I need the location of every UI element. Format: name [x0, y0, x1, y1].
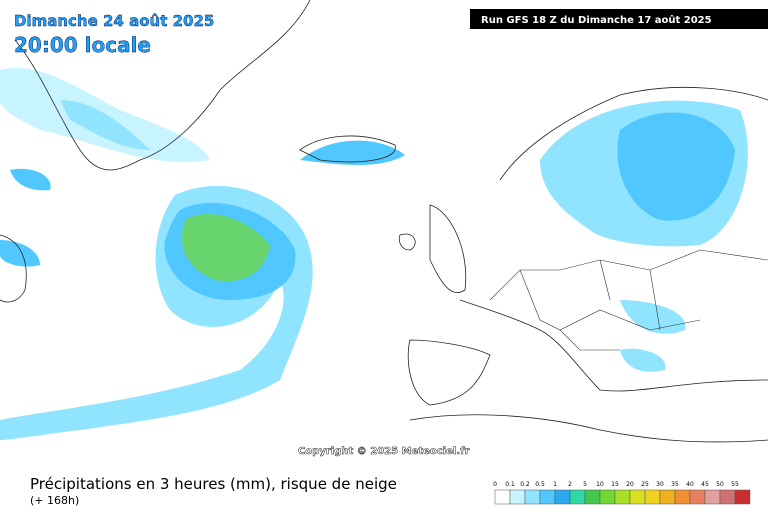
- legend-label: 50: [716, 481, 724, 488]
- legend-swatch: [509, 489, 526, 505]
- legend-swatch: [734, 489, 751, 505]
- legend-label: 15: [611, 481, 619, 488]
- legend-label: 40: [686, 481, 694, 488]
- legend-swatch: [599, 489, 616, 505]
- legend-swatch: [524, 489, 541, 505]
- legend-swatch: [539, 489, 556, 505]
- legend-label: 0.2: [520, 481, 530, 488]
- forecast-time: 20:00 locale: [14, 33, 151, 57]
- legend-label: 1: [553, 481, 557, 488]
- legend: 0 0.1 0.2 0.5 1 2 5 10 15 20 25 30 35 40 45 50 55: [493, 481, 751, 505]
- precipitation: [0, 68, 748, 440]
- legend-swatch: [554, 489, 571, 505]
- legend-swatch: [569, 489, 586, 505]
- legend-label: 10: [596, 481, 604, 488]
- borders: [489, 249, 768, 351]
- legend-swatch: [659, 489, 676, 505]
- legend-label: 0.1: [505, 481, 515, 488]
- legend-swatch: [644, 489, 661, 505]
- legend-swatch: [494, 489, 511, 505]
- legend-swatch: [719, 489, 736, 505]
- legend-label: 2: [568, 481, 572, 488]
- run-label: Run GFS 18 Z du Dimanche 17 août 2025: [481, 14, 712, 26]
- legend-label: 35: [671, 481, 679, 488]
- legend-swatch: [629, 489, 646, 505]
- forecast-date: Dimanche 24 août 2025: [14, 12, 214, 30]
- footer-title: Précipitations en 3 heures (mm), risque …: [30, 475, 397, 493]
- legend-swatch: [689, 489, 706, 505]
- legend-label: 55: [731, 481, 739, 488]
- legend-swatch: [674, 489, 691, 505]
- legend-label: 5: [583, 481, 587, 488]
- copyright: Copyright © 2025 Meteociel.fr: [298, 446, 469, 457]
- legend-swatch: [584, 489, 601, 505]
- run-box: [470, 9, 768, 29]
- legend-swatch: [614, 489, 631, 505]
- coastlines: [0, 0, 768, 443]
- legend-label: 25: [641, 481, 649, 488]
- legend-swatch: [704, 489, 721, 505]
- legend-label: 0.5: [535, 481, 545, 488]
- legend-label: 0: [493, 481, 497, 488]
- legend-label: 45: [701, 481, 709, 488]
- legend-label: 20: [626, 481, 634, 488]
- legend-label: 30: [656, 481, 664, 488]
- footer-lead: (+ 168h): [30, 494, 79, 507]
